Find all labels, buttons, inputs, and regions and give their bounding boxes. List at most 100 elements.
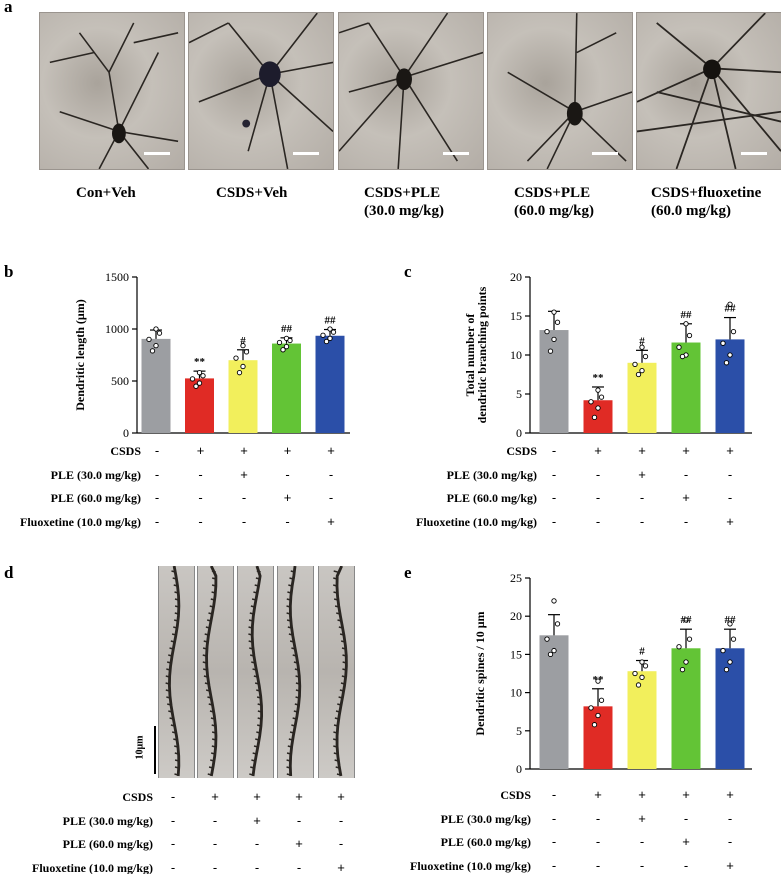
data-point [554,621,561,627]
data-point [727,621,733,627]
treatment-sign: - [551,810,557,826]
y-tick-label: 25 [510,571,522,585]
y-tick-label: 15 [510,647,522,661]
data-point [595,405,601,411]
treatment-sign: - [639,513,645,529]
treatment-sign: + [211,789,219,804]
data-point [544,636,550,642]
data-point [547,348,554,354]
y-axis-label: Dendritic spines / 10 μm [473,611,487,735]
significance-label: ## [325,315,337,327]
treatment-sign: + [594,443,602,458]
treatment-sign: - [551,857,557,873]
data-point [287,337,293,344]
treatment-sign: - [595,857,601,873]
treatment-label: CSDS [506,444,537,458]
treatment-sign: - [639,857,645,873]
bar [272,343,301,433]
significance-label: ## [725,303,737,315]
treatment-sign: - [727,466,733,482]
data-point [686,332,693,339]
significance-label: ** [194,356,206,368]
caption-csds-fluoxetine: CSDS+fluoxetine (60.0 mg/kg) [651,184,761,220]
micrograph-csds-veh [188,12,334,170]
treatment-sign: - [338,836,344,851]
spine-scale-bar [154,726,156,774]
data-point [544,328,550,335]
treatment-sign: + [726,857,734,873]
data-point [635,371,642,378]
data-point [327,326,333,332]
data-point [632,670,638,677]
treatment-sign: + [682,490,690,505]
data-point [720,647,726,654]
data-point [591,722,598,728]
treatment-sign: - [254,836,260,851]
data-point [591,414,598,421]
spine-image-csds-ple-60 [277,566,314,778]
caption-line: CSDS+Veh [216,185,288,201]
caption-line: CSDS+PLE [514,185,591,201]
treatment-label: PLE (60.0 mg/kg) [62,837,153,851]
treatment-label: PLE (60.0 mg/kg) [50,491,141,505]
significance-label: # [240,335,246,347]
caption-csds-ple-60: CSDS+PLE (60.0 mg/kg) [514,184,594,220]
treatment-sign: - [241,513,247,529]
panel-letter-a: a [4,0,13,16]
y-axis-label: dendritic branching points [475,286,489,423]
treatment-sign: - [170,859,176,874]
data-point [676,344,682,350]
data-point [236,370,243,376]
treatment-sign: - [551,466,557,482]
bar [539,330,569,433]
treatment-label: CSDS [122,790,153,804]
spine-image-csds-fluoxetine [318,566,355,778]
data-point [551,598,557,604]
data-point [554,319,561,325]
data-point [686,636,693,642]
data-point [146,336,152,343]
caption-line: Con+Veh [76,185,136,201]
bar [315,335,345,433]
y-tick-label: 10 [510,686,522,700]
treatment-sign: - [154,466,160,482]
data-point [551,309,557,315]
treatment-sign: - [241,490,247,505]
treatment-sign: + [283,443,292,458]
y-tick-label: 5 [516,387,522,401]
treatment-sign: - [595,810,601,826]
spine-image-con-veh [158,566,195,778]
significance-label: ## [681,309,693,321]
data-point [240,342,246,349]
data-point [588,705,594,711]
data-point [679,353,686,360]
data-point [683,659,689,665]
treatment-sign: + [327,443,335,458]
caption-csds-ple-30: CSDS+PLE (30.0 mg/kg) [364,184,444,220]
treatment-sign: - [683,513,689,529]
treatment-sign: - [198,490,203,505]
data-point [727,301,733,307]
data-point [676,644,682,650]
treatment-sign: + [327,513,335,529]
bar [539,635,569,769]
treatment-sign: - [595,834,601,849]
data-point [276,339,283,346]
data-point [727,352,733,358]
treatment-sign: - [551,443,557,458]
y-tick-label: 10 [510,348,522,362]
dendrite-image [248,566,264,777]
panel-letter-b: b [4,262,14,281]
y-tick-label: 5 [516,724,522,738]
data-point [598,394,605,400]
significance-label: ## [281,323,293,335]
treatment-label: PLE (30.0 mg/kg) [62,813,153,828]
treatment-sign: + [682,787,690,802]
data-point [683,617,689,623]
spine-image-csds-veh [197,566,234,778]
treatment-sign: + [726,513,734,529]
treatment-sign: + [638,787,646,802]
data-point [730,328,737,335]
treatment-sign: - [170,812,176,828]
bar [671,648,701,769]
